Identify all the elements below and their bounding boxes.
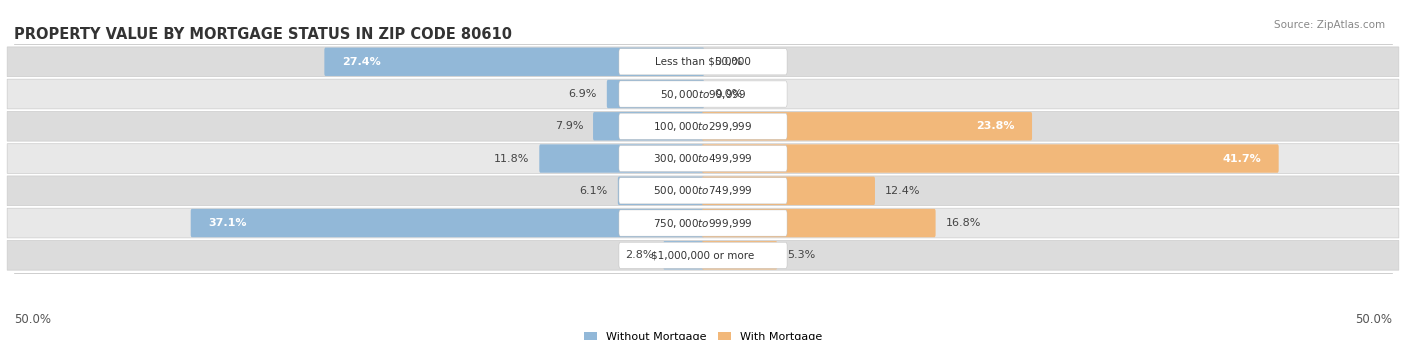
Text: 41.7%: 41.7% xyxy=(1222,154,1261,164)
Text: 0.0%: 0.0% xyxy=(714,89,742,99)
Text: 6.1%: 6.1% xyxy=(579,186,607,196)
FancyBboxPatch shape xyxy=(7,112,1399,141)
Text: 27.4%: 27.4% xyxy=(342,57,381,67)
Text: Source: ZipAtlas.com: Source: ZipAtlas.com xyxy=(1274,20,1385,30)
FancyBboxPatch shape xyxy=(7,47,1399,76)
FancyBboxPatch shape xyxy=(607,80,704,108)
Text: 6.9%: 6.9% xyxy=(568,89,598,99)
FancyBboxPatch shape xyxy=(7,144,1399,173)
FancyBboxPatch shape xyxy=(619,49,787,75)
Text: 11.8%: 11.8% xyxy=(494,154,530,164)
FancyBboxPatch shape xyxy=(619,81,787,107)
FancyBboxPatch shape xyxy=(540,144,704,173)
FancyBboxPatch shape xyxy=(191,209,704,237)
FancyBboxPatch shape xyxy=(702,209,935,237)
FancyBboxPatch shape xyxy=(7,79,1399,109)
Legend: Without Mortgage, With Mortgage: Without Mortgage, With Mortgage xyxy=(583,332,823,340)
FancyBboxPatch shape xyxy=(7,176,1399,206)
FancyBboxPatch shape xyxy=(664,241,704,270)
Text: $300,000 to $499,999: $300,000 to $499,999 xyxy=(654,152,752,165)
Text: 16.8%: 16.8% xyxy=(945,218,981,228)
FancyBboxPatch shape xyxy=(617,176,704,205)
Text: $100,000 to $299,999: $100,000 to $299,999 xyxy=(654,120,752,133)
FancyBboxPatch shape xyxy=(702,112,1032,140)
Text: Less than $50,000: Less than $50,000 xyxy=(655,57,751,67)
FancyBboxPatch shape xyxy=(702,176,875,205)
FancyBboxPatch shape xyxy=(325,48,704,76)
FancyBboxPatch shape xyxy=(619,210,787,236)
FancyBboxPatch shape xyxy=(619,113,787,139)
Text: 7.9%: 7.9% xyxy=(554,121,583,131)
Text: 0.0%: 0.0% xyxy=(714,57,742,67)
Text: $500,000 to $749,999: $500,000 to $749,999 xyxy=(654,184,752,197)
FancyBboxPatch shape xyxy=(619,242,787,268)
FancyBboxPatch shape xyxy=(7,208,1399,238)
FancyBboxPatch shape xyxy=(702,241,778,270)
Text: $1,000,000 or more: $1,000,000 or more xyxy=(651,250,755,260)
FancyBboxPatch shape xyxy=(702,144,1278,173)
Text: 2.8%: 2.8% xyxy=(624,250,654,260)
Text: 23.8%: 23.8% xyxy=(976,121,1014,131)
Text: 37.1%: 37.1% xyxy=(208,218,247,228)
Text: $750,000 to $999,999: $750,000 to $999,999 xyxy=(654,217,752,230)
FancyBboxPatch shape xyxy=(7,240,1399,270)
FancyBboxPatch shape xyxy=(619,178,787,204)
Text: 50.0%: 50.0% xyxy=(1355,313,1392,326)
FancyBboxPatch shape xyxy=(593,112,704,140)
Text: 12.4%: 12.4% xyxy=(884,186,921,196)
FancyBboxPatch shape xyxy=(619,146,787,172)
Text: 50.0%: 50.0% xyxy=(14,313,51,326)
Text: 5.3%: 5.3% xyxy=(787,250,815,260)
Text: $50,000 to $99,999: $50,000 to $99,999 xyxy=(659,87,747,101)
Text: PROPERTY VALUE BY MORTGAGE STATUS IN ZIP CODE 80610: PROPERTY VALUE BY MORTGAGE STATUS IN ZIP… xyxy=(14,27,512,42)
